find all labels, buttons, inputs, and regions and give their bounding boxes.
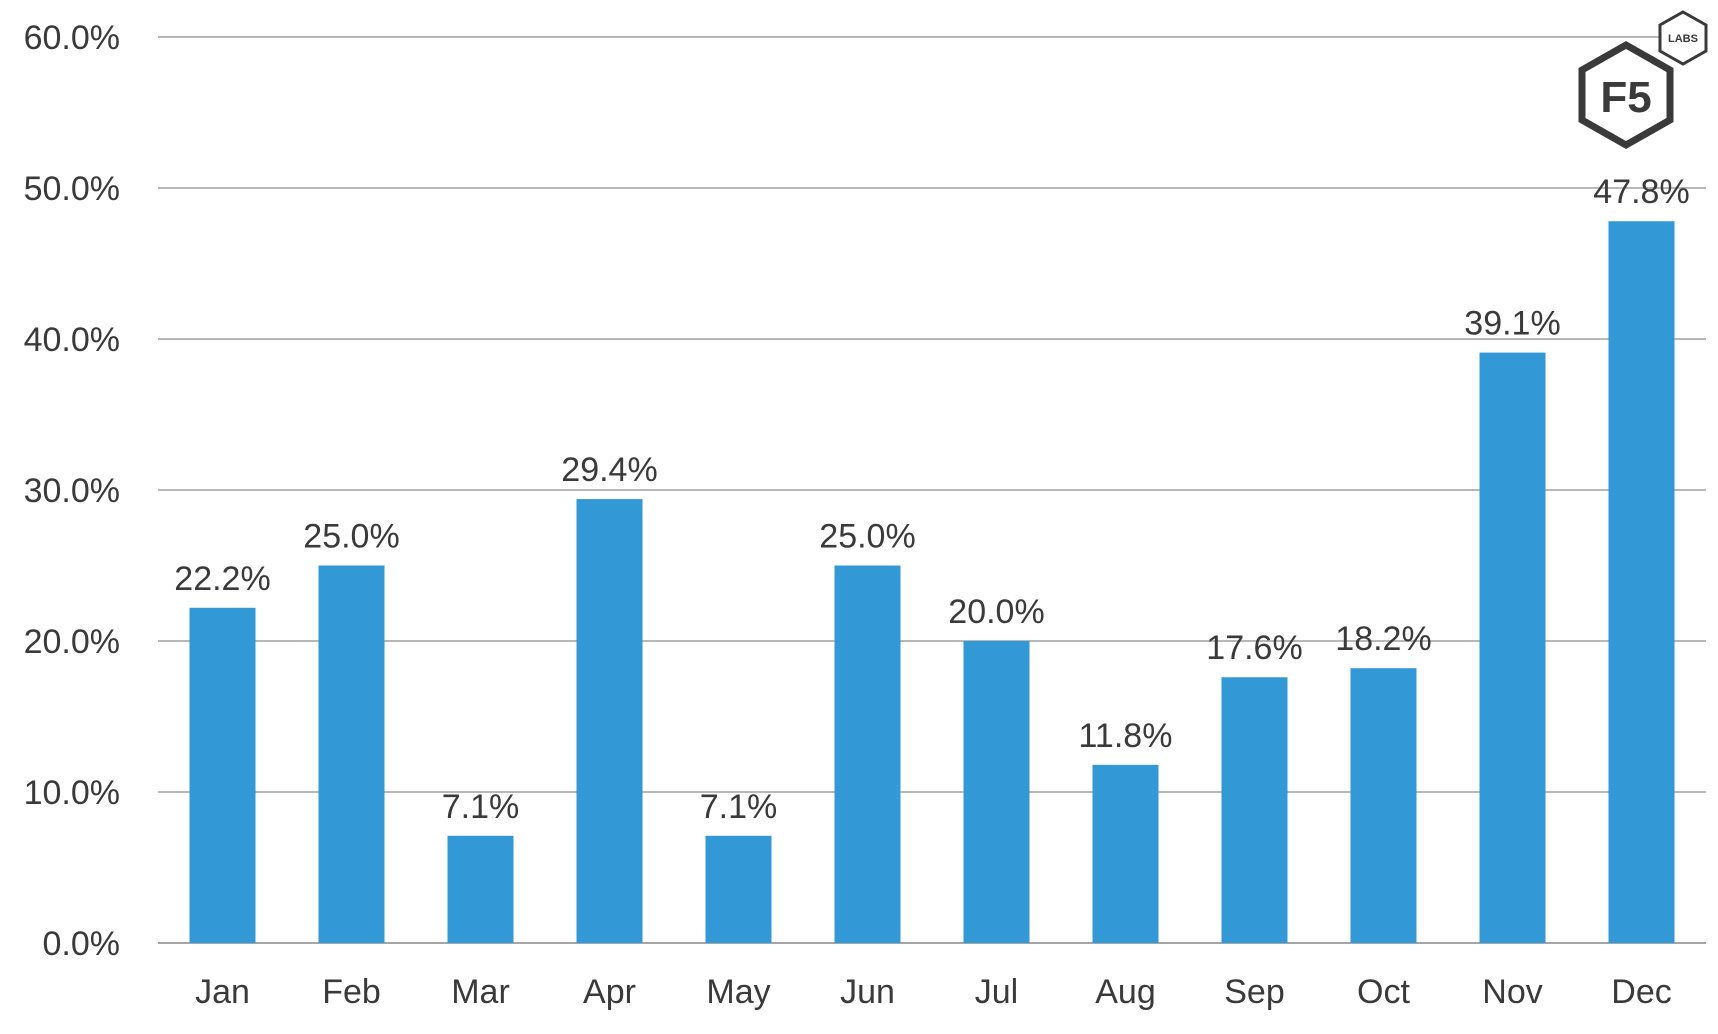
x-category-label-nov: Nov [1482, 973, 1542, 1011]
logo-large-hexagon [1578, 40, 1674, 150]
x-category-label-oct: Oct [1357, 973, 1410, 1011]
x-category-label-dec: Dec [1611, 973, 1671, 1011]
data-label-aug: 11.8% [1079, 717, 1173, 755]
x-category-label-may: May [706, 973, 770, 1011]
x-category-label-mar: Mar [451, 973, 510, 1011]
logo-small-hexagon [1658, 10, 1708, 66]
data-label-may: 7.1% [700, 788, 778, 826]
y-tick-label: 40.0% [24, 321, 120, 359]
y-tick-label: 10.0% [24, 774, 120, 812]
data-labels: 22.2% 25.0% 7.1% 29.4% 7.1% 25.0% 20.0% 11.8% 17… [174, 173, 1689, 826]
y-tick-label: 60.0% [24, 19, 120, 57]
data-label-jan: 22.2% [174, 560, 270, 598]
logo-mark: F5 [1600, 73, 1651, 122]
y-tick-label: 50.0% [24, 170, 120, 208]
data-label-jun: 25.0% [819, 518, 915, 556]
data-label-oct: 18.2% [1335, 620, 1431, 658]
x-axis-category-labels: Jan Feb Mar Apr May Jun Jul Aug Sep Oct Nov Dec [195, 973, 1672, 1011]
data-label-jul: 20.0% [948, 593, 1044, 631]
bar-sep [1221, 677, 1288, 943]
data-label-apr: 29.4% [561, 451, 657, 489]
bar-dec [1608, 221, 1675, 944]
bar-nov [1479, 352, 1546, 944]
x-category-label-apr: Apr [583, 973, 636, 1011]
y-tick-label: 0.0% [43, 925, 121, 963]
bar-feb [318, 565, 385, 943]
data-label-mar: 7.1% [442, 788, 520, 826]
y-tick-label: 20.0% [24, 623, 120, 661]
data-label-nov: 39.1% [1464, 305, 1560, 343]
bar-jul [963, 641, 1030, 943]
bar-may [705, 835, 772, 943]
bar-mar [447, 835, 514, 943]
x-category-label-aug: Aug [1095, 973, 1156, 1011]
data-label-dec: 47.8% [1593, 173, 1689, 211]
x-category-label-feb: Feb [322, 973, 381, 1011]
x-category-label-jan: Jan [195, 973, 250, 1011]
data-label-feb: 25.0% [303, 518, 399, 556]
data-label-sep: 17.6% [1206, 629, 1302, 667]
y-axis-tick-labels: 0.0% 10.0% 20.0% 30.0% 40.0% 50.0% 60.0% [24, 19, 120, 963]
y-tick-label: 30.0% [24, 472, 120, 510]
bar-oct [1350, 668, 1417, 943]
gridlines [158, 36, 1706, 944]
logo-sub: LABS [1668, 33, 1698, 45]
bar-jan [189, 607, 256, 943]
bar-jun [834, 565, 901, 943]
x-category-label-jun: Jun [840, 973, 895, 1011]
bar-apr [576, 499, 643, 943]
x-category-label-jul: Jul [975, 973, 1018, 1011]
f5-labs-logo-icon: F5 LABS [1578, 10, 1708, 150]
bars [189, 221, 1675, 944]
bar-aug [1092, 764, 1159, 943]
x-category-label-sep: Sep [1224, 973, 1285, 1011]
